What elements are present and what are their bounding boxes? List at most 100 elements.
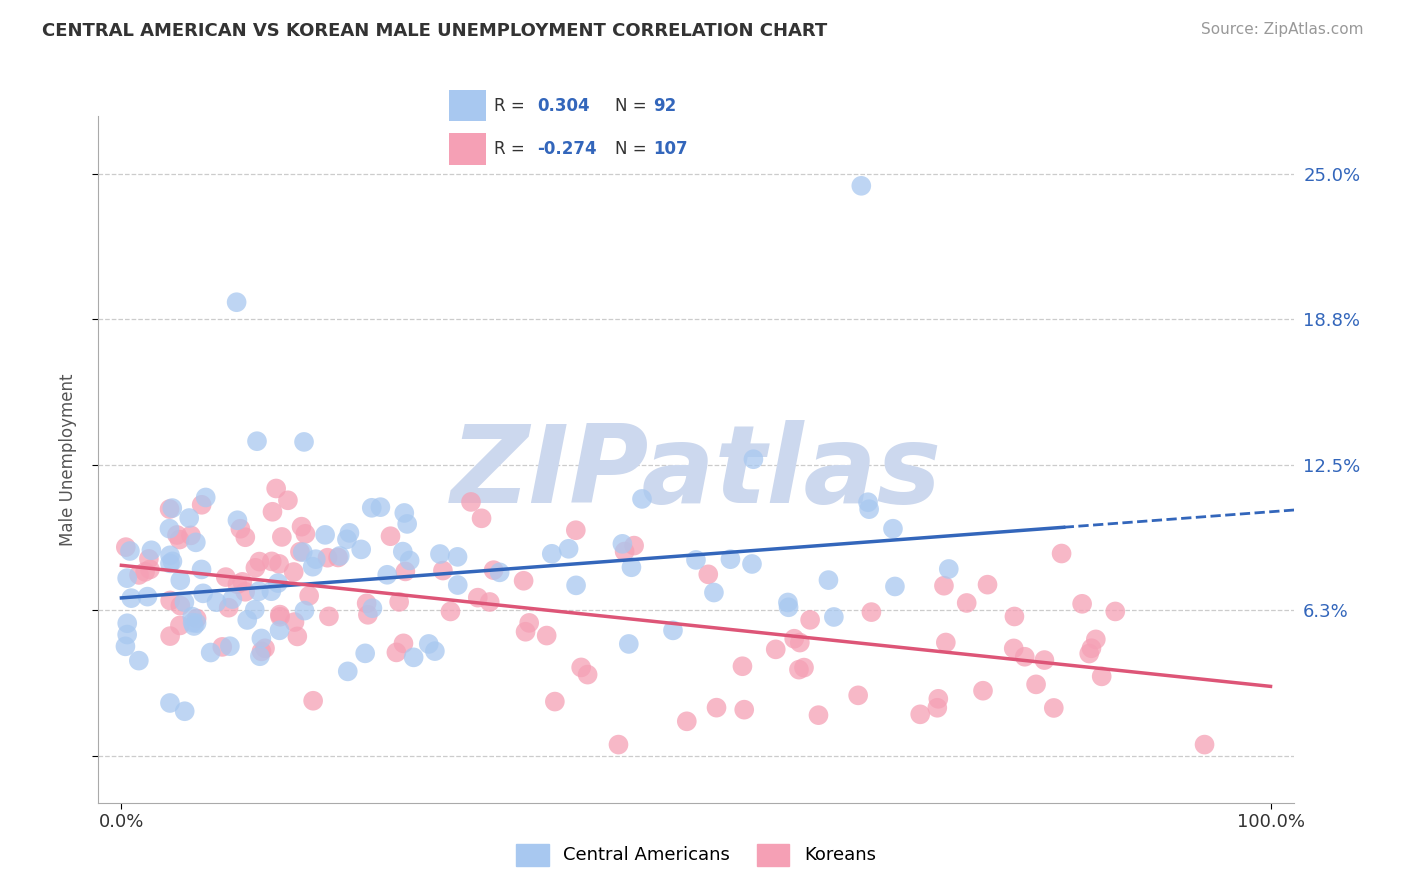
Point [264, 482, 287, 496]
Point [205, 595, 228, 609]
Point [194, 491, 217, 505]
Text: R =: R = [494, 140, 524, 158]
Point [139, 562, 162, 576]
Point [159, 557, 181, 571]
Point [846, 689, 869, 703]
Point [318, 609, 340, 624]
Point [288, 545, 311, 559]
Point [269, 609, 291, 624]
Point [173, 595, 195, 609]
Point [226, 577, 249, 591]
Point [423, 644, 446, 658]
Point [927, 700, 949, 714]
Point [221, 592, 243, 607]
Point [478, 595, 501, 609]
Point [225, 295, 247, 310]
Point [540, 547, 562, 561]
Point [218, 600, 240, 615]
Text: N =: N = [614, 96, 647, 114]
Point [817, 573, 839, 587]
Point [398, 553, 420, 567]
Point [356, 596, 378, 610]
Point [120, 591, 142, 606]
Text: 107: 107 [652, 140, 688, 158]
Point [447, 578, 470, 592]
Y-axis label: Male Unemployment: Male Unemployment [59, 373, 77, 546]
Point [446, 549, 468, 564]
Point [200, 646, 222, 660]
Point [339, 525, 361, 540]
Point [697, 567, 720, 582]
Point [662, 624, 685, 638]
Point [938, 562, 960, 576]
Point [1043, 701, 1066, 715]
Point [823, 610, 845, 624]
Point [128, 654, 150, 668]
Point [396, 516, 419, 531]
Point [418, 637, 440, 651]
Point [884, 579, 907, 593]
Point [856, 495, 879, 509]
Point [169, 599, 191, 613]
Point [114, 640, 136, 654]
Text: 92: 92 [652, 96, 676, 114]
Point [741, 557, 763, 571]
Point [186, 611, 208, 625]
Point [385, 645, 408, 659]
Point [565, 578, 588, 592]
Point [233, 584, 256, 599]
Point [184, 535, 207, 549]
Point [186, 616, 208, 631]
Point [432, 564, 454, 578]
Text: 0.304: 0.304 [537, 96, 589, 114]
Point [392, 636, 415, 650]
Point [742, 452, 765, 467]
Point [787, 663, 810, 677]
Point [336, 665, 359, 679]
Point [211, 640, 233, 654]
Point [394, 565, 416, 579]
Point [793, 660, 815, 674]
Point [620, 560, 643, 574]
Point [118, 544, 141, 558]
Point [789, 635, 811, 649]
Point [565, 523, 588, 537]
Point [370, 500, 392, 515]
Point [190, 498, 212, 512]
Point [631, 491, 654, 506]
Point [236, 613, 259, 627]
Point [191, 586, 214, 600]
Point [675, 714, 697, 729]
Point [1071, 597, 1094, 611]
Point [136, 590, 159, 604]
Point [231, 574, 253, 589]
Text: Source: ZipAtlas.com: Source: ZipAtlas.com [1201, 22, 1364, 37]
Point [233, 530, 256, 544]
Point [246, 434, 269, 449]
Point [460, 495, 482, 509]
Point [290, 519, 312, 533]
Point [270, 530, 292, 544]
Point [388, 595, 411, 609]
Point [482, 563, 505, 577]
Point [260, 584, 283, 599]
Point [215, 570, 238, 584]
Point [1033, 653, 1056, 667]
Point [569, 660, 592, 674]
Point [613, 544, 636, 558]
Point [394, 506, 416, 520]
Point [336, 533, 359, 547]
Point [162, 501, 184, 516]
Point [783, 632, 806, 646]
Point [1002, 609, 1025, 624]
Point [733, 703, 755, 717]
Point [326, 550, 349, 565]
Point [247, 555, 270, 569]
Point [1084, 632, 1107, 647]
Point [935, 635, 957, 649]
Point [173, 704, 195, 718]
Point [1014, 649, 1036, 664]
Point [159, 502, 181, 516]
Point [166, 528, 188, 542]
Point [260, 554, 283, 568]
